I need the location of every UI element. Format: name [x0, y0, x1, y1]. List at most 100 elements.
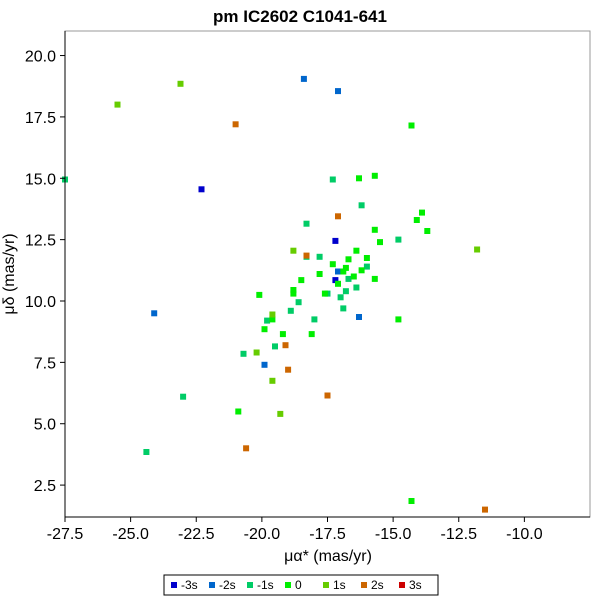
data-point: [295, 299, 302, 306]
legend-label: 3s: [409, 578, 422, 592]
plot-frame: [64, 30, 591, 518]
data-point: [290, 287, 297, 293]
data-point: [324, 392, 331, 399]
data-point: [335, 213, 341, 220]
data-point: [198, 186, 205, 193]
data-point: [279, 331, 286, 338]
data-point: [143, 449, 150, 455]
legend-label: 1s: [333, 578, 346, 592]
data-point: [329, 261, 336, 268]
data-point: [243, 445, 250, 452]
legend-swatch: [399, 582, 405, 588]
x-tick-label: -15.0: [375, 526, 412, 543]
data-point: [232, 121, 239, 128]
data-point: [253, 349, 260, 356]
data-point: [424, 228, 431, 234]
y-tick-label: 20.0: [25, 49, 56, 66]
data-point: [482, 506, 488, 513]
y-tick-label: 2.5: [34, 478, 56, 495]
data-point: [474, 246, 481, 253]
data-point: [261, 361, 268, 368]
x-axis-label: μα* (mas/yr): [284, 548, 372, 565]
data-point: [316, 271, 323, 277]
legend-swatch: [285, 582, 291, 588]
data-point: [371, 226, 378, 233]
data-point: [342, 264, 349, 271]
legend-swatch: [323, 582, 329, 588]
legend-box: [163, 574, 439, 596]
x-tick-label: -22.5: [178, 526, 215, 543]
y-tick-label: 7.5: [34, 355, 56, 372]
legend-swatch: [171, 582, 177, 588]
x-tick-label: -20.0: [244, 526, 281, 543]
data-point: [395, 236, 402, 243]
y-axis-label: μδ (mas/yr): [1, 233, 18, 314]
data-point: [353, 247, 360, 254]
data-point: [329, 176, 336, 183]
data-point: [277, 410, 284, 417]
data-point: [356, 175, 362, 182]
data-point: [419, 209, 425, 216]
data-point: [282, 342, 289, 349]
data-point: [358, 267, 365, 274]
y-tick-label: 12.5: [25, 233, 56, 250]
data-point: [340, 268, 347, 275]
data-point: [408, 498, 415, 504]
y-tick-label: 17.5: [25, 110, 56, 127]
data-point: [264, 317, 271, 324]
data-point: [337, 294, 344, 301]
data-point: [261, 326, 268, 333]
data-point: [300, 75, 307, 82]
data-point: [358, 202, 365, 209]
data-point: [345, 256, 352, 263]
y-tick-label: 5.0: [34, 417, 56, 434]
data-point: [332, 277, 339, 284]
data-point: [285, 366, 292, 373]
data-point: [303, 252, 310, 259]
x-tick-label: -12.5: [441, 526, 478, 543]
legend-label: 2s: [371, 578, 384, 592]
x-tick-label: -25.0: [112, 526, 149, 543]
data-point: [298, 277, 305, 284]
x-tick-label: -10.0: [506, 526, 543, 543]
legend-label: -2s: [219, 578, 236, 592]
legend-swatch: [247, 582, 253, 588]
data-point: [350, 273, 357, 280]
data-point: [316, 253, 323, 260]
data-point: [342, 288, 349, 295]
data-point: [356, 314, 362, 320]
data-point: [308, 331, 315, 338]
data-point: [180, 393, 187, 400]
data-point: [287, 307, 294, 314]
data-point: [269, 377, 276, 384]
data-point: [371, 275, 378, 282]
data-point: [335, 88, 341, 95]
y-tick-label: 15.0: [25, 171, 56, 188]
data-point: [272, 343, 278, 350]
data-point: [377, 239, 383, 246]
legend-swatch: [361, 582, 367, 588]
data-point: [363, 255, 370, 261]
data-point: [256, 291, 263, 298]
data-point: [235, 408, 242, 415]
legend-label: -3s: [181, 578, 198, 592]
data-point: [363, 263, 370, 270]
data-point: [332, 237, 339, 244]
x-tick-label: -17.5: [309, 526, 346, 543]
data-point: [345, 275, 352, 282]
data-point: [290, 290, 297, 297]
data-point: [114, 101, 121, 108]
data-point: [353, 284, 360, 291]
data-point: [269, 311, 276, 318]
data-point: [408, 122, 415, 129]
data-point: [151, 310, 158, 317]
x-axis: -27.5 -25.0 -22.5 -20.0 -17.5 -15.0 -12.5 -10.0: [47, 516, 590, 543]
data-point: [303, 220, 310, 227]
data-point: [290, 247, 297, 254]
data-point: [311, 316, 318, 323]
legend: -3s -2s -1s 0 1s 2s 3s: [163, 574, 439, 596]
chart-title: pm IC2602 C1041-641: [213, 7, 387, 26]
y-tick-label: 10.0: [25, 294, 56, 311]
data-point: [321, 290, 328, 297]
